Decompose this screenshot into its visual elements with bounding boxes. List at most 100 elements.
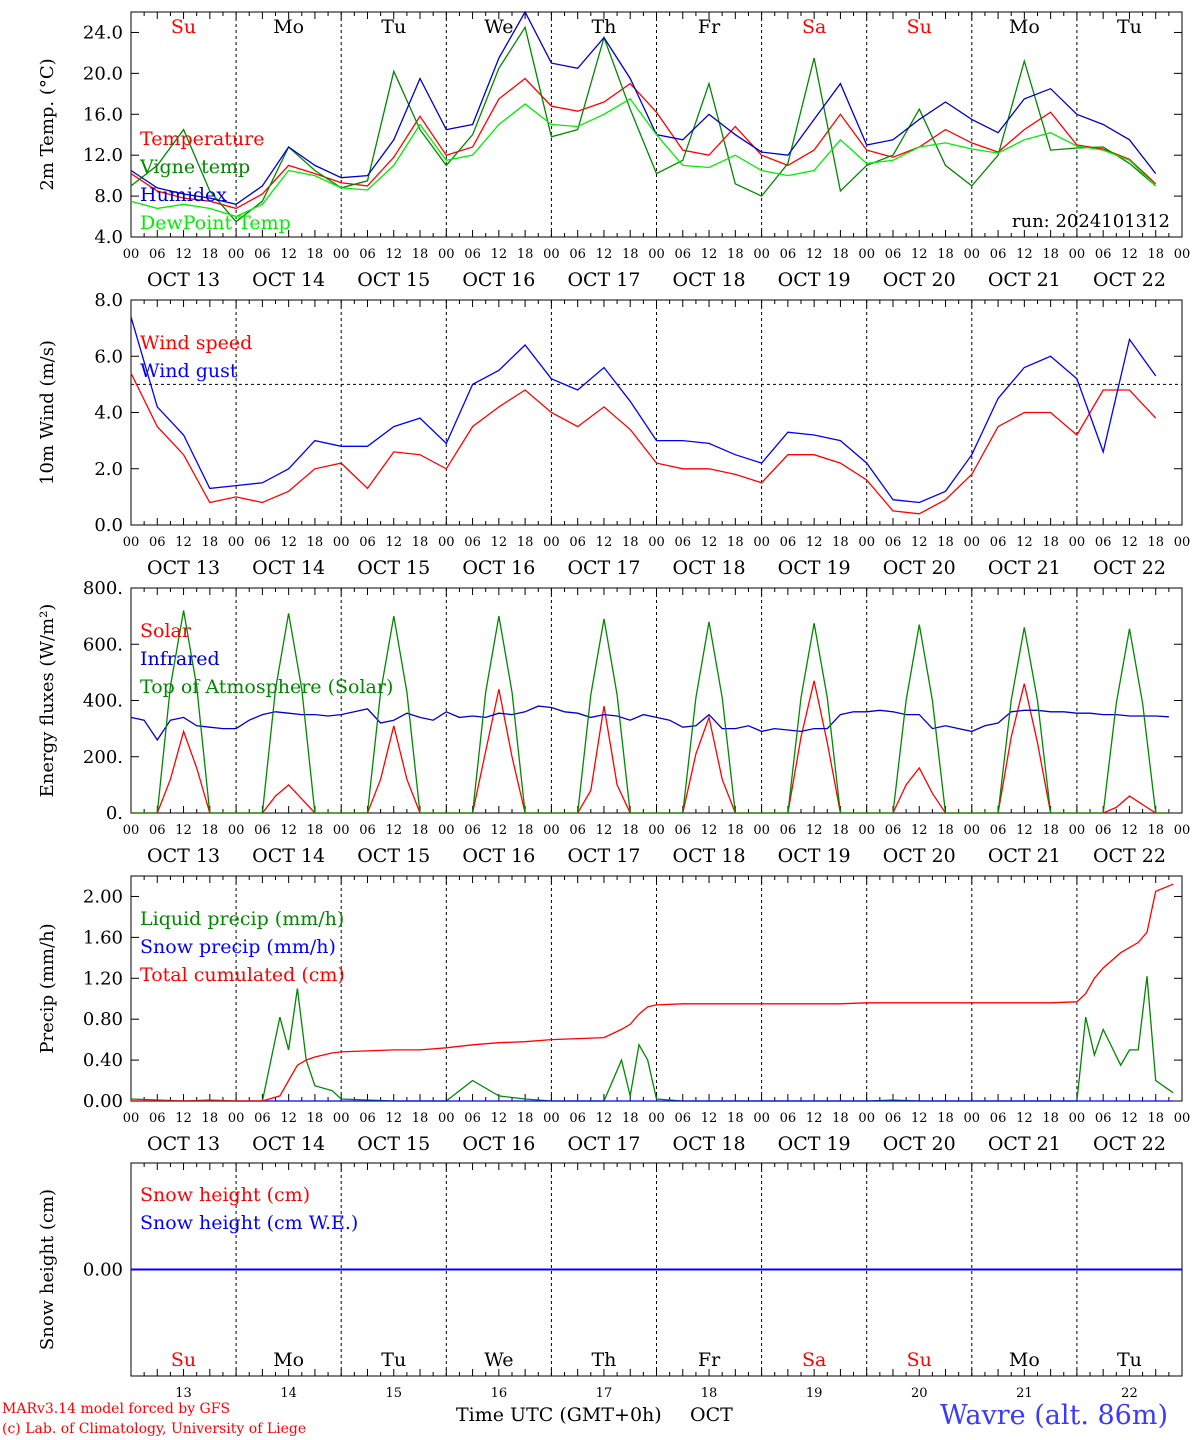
- panel-2-hour-label: 00: [858, 535, 875, 550]
- panel-2-hour-label: 06: [675, 535, 692, 550]
- panel-1-hour-label: 00: [333, 247, 350, 262]
- panel-3-hour-label: 00: [753, 823, 770, 838]
- panel-3-hour-label: 12: [175, 823, 192, 838]
- panel-3-series-infrared-line: [130, 705, 1169, 742]
- panel-3-date-label: OCT 22: [1093, 845, 1166, 867]
- panel-4-hour-label: 12: [911, 1111, 928, 1126]
- panel-3-date-label: OCT 18: [673, 845, 746, 867]
- panel-4-hour-label: 00: [858, 1111, 875, 1126]
- panel-4-date-label: OCT 22: [1093, 1133, 1166, 1155]
- panel-2-hour-label: 12: [175, 535, 192, 550]
- panel-4-date-label: OCT 18: [673, 1133, 746, 1155]
- panel-1-hour-label: 12: [491, 247, 508, 262]
- panel-3-hour-label: 18: [1042, 823, 1059, 838]
- panel-2-hour-label: 00: [438, 535, 455, 550]
- panel-1-hour-label: 12: [911, 247, 928, 262]
- panel-1-hour-label: 00: [228, 247, 245, 262]
- panel-1-hour-label: 00: [438, 247, 455, 262]
- model-credit: MARv3.14 model forced by GFS: [2, 1401, 231, 1417]
- panel-4-hour-label: 06: [569, 1111, 586, 1126]
- panel-4-hour-label: 18: [1147, 1111, 1164, 1126]
- panel-2-hour-label: 12: [701, 535, 718, 550]
- panel-4-hour-label: 18: [307, 1111, 324, 1126]
- panel-4-hour-label: 00: [333, 1111, 350, 1126]
- day-number-label: 18: [701, 1386, 718, 1401]
- panel-1-hour-label: 06: [675, 247, 692, 262]
- panel-3-hour-label: 18: [202, 823, 219, 838]
- panel-3-hour-label: 12: [280, 823, 297, 838]
- panel-1-y-tick-label: 24.0: [83, 22, 123, 43]
- weekday-label-bottom: Th: [591, 1349, 616, 1371]
- panel-3-hour-label: 06: [254, 823, 271, 838]
- panel-1-y-tick-label: 4.0: [94, 227, 123, 248]
- panel-4-series-snow-precip-mm-h-legend: Snow precip (mm/h): [140, 936, 336, 958]
- time-axis-label: Time UTC (GMT+0h): [456, 1404, 662, 1426]
- weekday-label-top: Tu: [381, 16, 406, 38]
- panel-4-series-total-cumulated-cm-line: [131, 883, 1174, 1102]
- panel-3-hour-label: 06: [885, 823, 902, 838]
- weekday-label-top: Mo: [1009, 16, 1040, 38]
- day-number-label: 15: [385, 1386, 402, 1401]
- panel-3-series-infrared-legend: Infrared: [140, 648, 220, 670]
- panel-1-hour-label: 00: [648, 247, 665, 262]
- panel-1-hour-label: 18: [727, 247, 744, 262]
- panel-2-hour-label: 18: [727, 535, 744, 550]
- panel-2-hour-label: 00: [228, 535, 245, 550]
- panel-4-hour-label: 18: [937, 1111, 954, 1126]
- panel-4-y-axis-label: Precip (mm/h): [37, 923, 58, 1053]
- panel-2-hour-label: 18: [832, 535, 849, 550]
- panel-2-hour-label: 18: [1042, 535, 1059, 550]
- panel-1-date-label: OCT 17: [567, 269, 640, 291]
- weekday-label-bottom: Mo: [273, 1349, 304, 1371]
- panel-4-series-liquid-precip-mm-h-legend: Liquid precip (mm/h): [140, 908, 344, 930]
- panel-4-hour-label: 06: [464, 1111, 481, 1126]
- panel-2-y-tick-label: 4.0: [94, 403, 123, 424]
- panel-1-series-temperature-line: [130, 77, 1157, 210]
- panel-4-hour-label: 18: [622, 1111, 639, 1126]
- panel-1-hour-label: 06: [990, 247, 1007, 262]
- panel-4-hour-label: 00: [964, 1111, 981, 1126]
- panel-3-hour-label: 00: [1069, 823, 1086, 838]
- panel-4-hour-label: 06: [149, 1111, 166, 1126]
- panel-3-series-top-of-atmosphere-solar-line: [131, 610, 1169, 814]
- panel-1-y-tick-label: 20.0: [83, 63, 123, 84]
- panel-3-hour-label: 06: [464, 823, 481, 838]
- panel-1-hour-label: 18: [1042, 247, 1059, 262]
- month-label: OCT: [690, 1404, 733, 1426]
- panel-2-hour-label: 06: [885, 535, 902, 550]
- panel-1-hour-label: 18: [412, 247, 429, 262]
- panel-2-series-wind-gust-line: [130, 316, 1157, 504]
- panel-2-hour-label: 00: [964, 535, 981, 550]
- panel-2-date-label: OCT 21: [988, 557, 1061, 579]
- panel-4-hour-label: 12: [701, 1111, 718, 1126]
- panel-4-y-tick-label: 0.80: [83, 1009, 123, 1030]
- panel-1-hour-label: 06: [359, 247, 376, 262]
- panel-1-hour-label: 06: [149, 247, 166, 262]
- panel-3-hour-label: 18: [517, 823, 534, 838]
- panel-1-hour-label: 00: [753, 247, 770, 262]
- panel-4-date-label: OCT 20: [883, 1133, 956, 1155]
- panel-2-hour-label: 12: [385, 535, 402, 550]
- panel-3-y-tick-label: 600.: [83, 634, 123, 655]
- day-number-label: 17: [596, 1386, 613, 1401]
- panel-2-hour-label: 06: [990, 535, 1007, 550]
- panel-3-frame: [130, 587, 1183, 814]
- panel-4-hour-label: 06: [359, 1111, 376, 1126]
- panel-1-hour-label: 00: [123, 247, 140, 262]
- panel-2-hour-label: 06: [254, 535, 271, 550]
- panel-1-hour-label: 12: [806, 247, 823, 262]
- panel-2-hour-label: 00: [648, 535, 665, 550]
- panel-2-y-tick-label: 0.0: [94, 515, 123, 536]
- panel-4-hour-label: 12: [806, 1111, 823, 1126]
- panel-4-hour-label: 18: [412, 1111, 429, 1126]
- panel-4-hour-label: 00: [648, 1111, 665, 1126]
- panel-4-hour-label: 00: [1069, 1111, 1086, 1126]
- panel-1-annotation: run: 2024101312: [1012, 211, 1170, 232]
- panel-3-hour-label: 00: [964, 823, 981, 838]
- day-number-label: 16: [491, 1386, 508, 1401]
- panel-4-y-tick-label: 1.20: [83, 968, 123, 989]
- panel-1-hour-label: 06: [885, 247, 902, 262]
- panel-1-frame: [130, 11, 1183, 238]
- panel-4-hour-label: 00: [123, 1111, 140, 1126]
- panel-4-hour-label: 06: [254, 1111, 271, 1126]
